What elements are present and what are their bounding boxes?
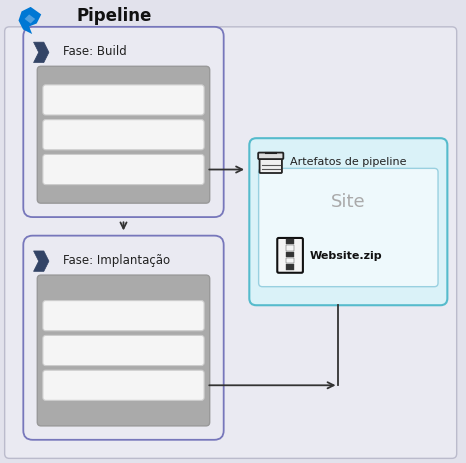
- Polygon shape: [34, 251, 49, 272]
- FancyBboxPatch shape: [37, 67, 210, 204]
- Polygon shape: [19, 8, 41, 35]
- FancyBboxPatch shape: [286, 252, 295, 257]
- FancyBboxPatch shape: [286, 239, 295, 245]
- Text: Executar testes de unidade: Executar testes de unidade: [49, 131, 184, 140]
- Text: Pipeline: Pipeline: [77, 7, 152, 25]
- FancyBboxPatch shape: [277, 238, 303, 273]
- Text: Baixar artefato: Baixar artefato: [49, 311, 123, 321]
- FancyBboxPatch shape: [43, 336, 204, 366]
- Text: Implantar arquivo Bicep: Implantar arquivo Bicep: [49, 346, 167, 356]
- FancyBboxPatch shape: [43, 155, 204, 185]
- FancyBboxPatch shape: [37, 275, 210, 426]
- FancyBboxPatch shape: [43, 301, 204, 331]
- Polygon shape: [34, 43, 49, 63]
- FancyBboxPatch shape: [23, 28, 224, 218]
- FancyBboxPatch shape: [286, 258, 295, 264]
- FancyBboxPatch shape: [260, 158, 282, 174]
- FancyBboxPatch shape: [43, 370, 204, 400]
- FancyBboxPatch shape: [249, 139, 447, 306]
- Text: Fase: Implantação: Fase: Implantação: [63, 254, 170, 267]
- Text: Artefatos de pipeline: Artefatos de pipeline: [290, 157, 406, 167]
- FancyBboxPatch shape: [286, 246, 295, 251]
- Text: Implantar site no
Serviço de Aplicativo: Implantar site no Serviço de Aplicativo: [49, 375, 151, 396]
- FancyBboxPatch shape: [23, 236, 224, 440]
- Text: Website.zip: Website.zip: [310, 251, 383, 261]
- Polygon shape: [25, 15, 35, 25]
- FancyBboxPatch shape: [5, 28, 457, 458]
- Text: Compilar código: Compilar código: [49, 95, 129, 106]
- FancyBboxPatch shape: [258, 153, 283, 160]
- Text: Publicar artefato: Publicar artefato: [49, 165, 131, 175]
- Text: Site: Site: [331, 193, 366, 211]
- FancyBboxPatch shape: [43, 86, 204, 116]
- Text: Fase: Build: Fase: Build: [63, 45, 127, 58]
- FancyBboxPatch shape: [286, 265, 295, 270]
- FancyBboxPatch shape: [259, 169, 438, 287]
- FancyBboxPatch shape: [43, 120, 204, 150]
